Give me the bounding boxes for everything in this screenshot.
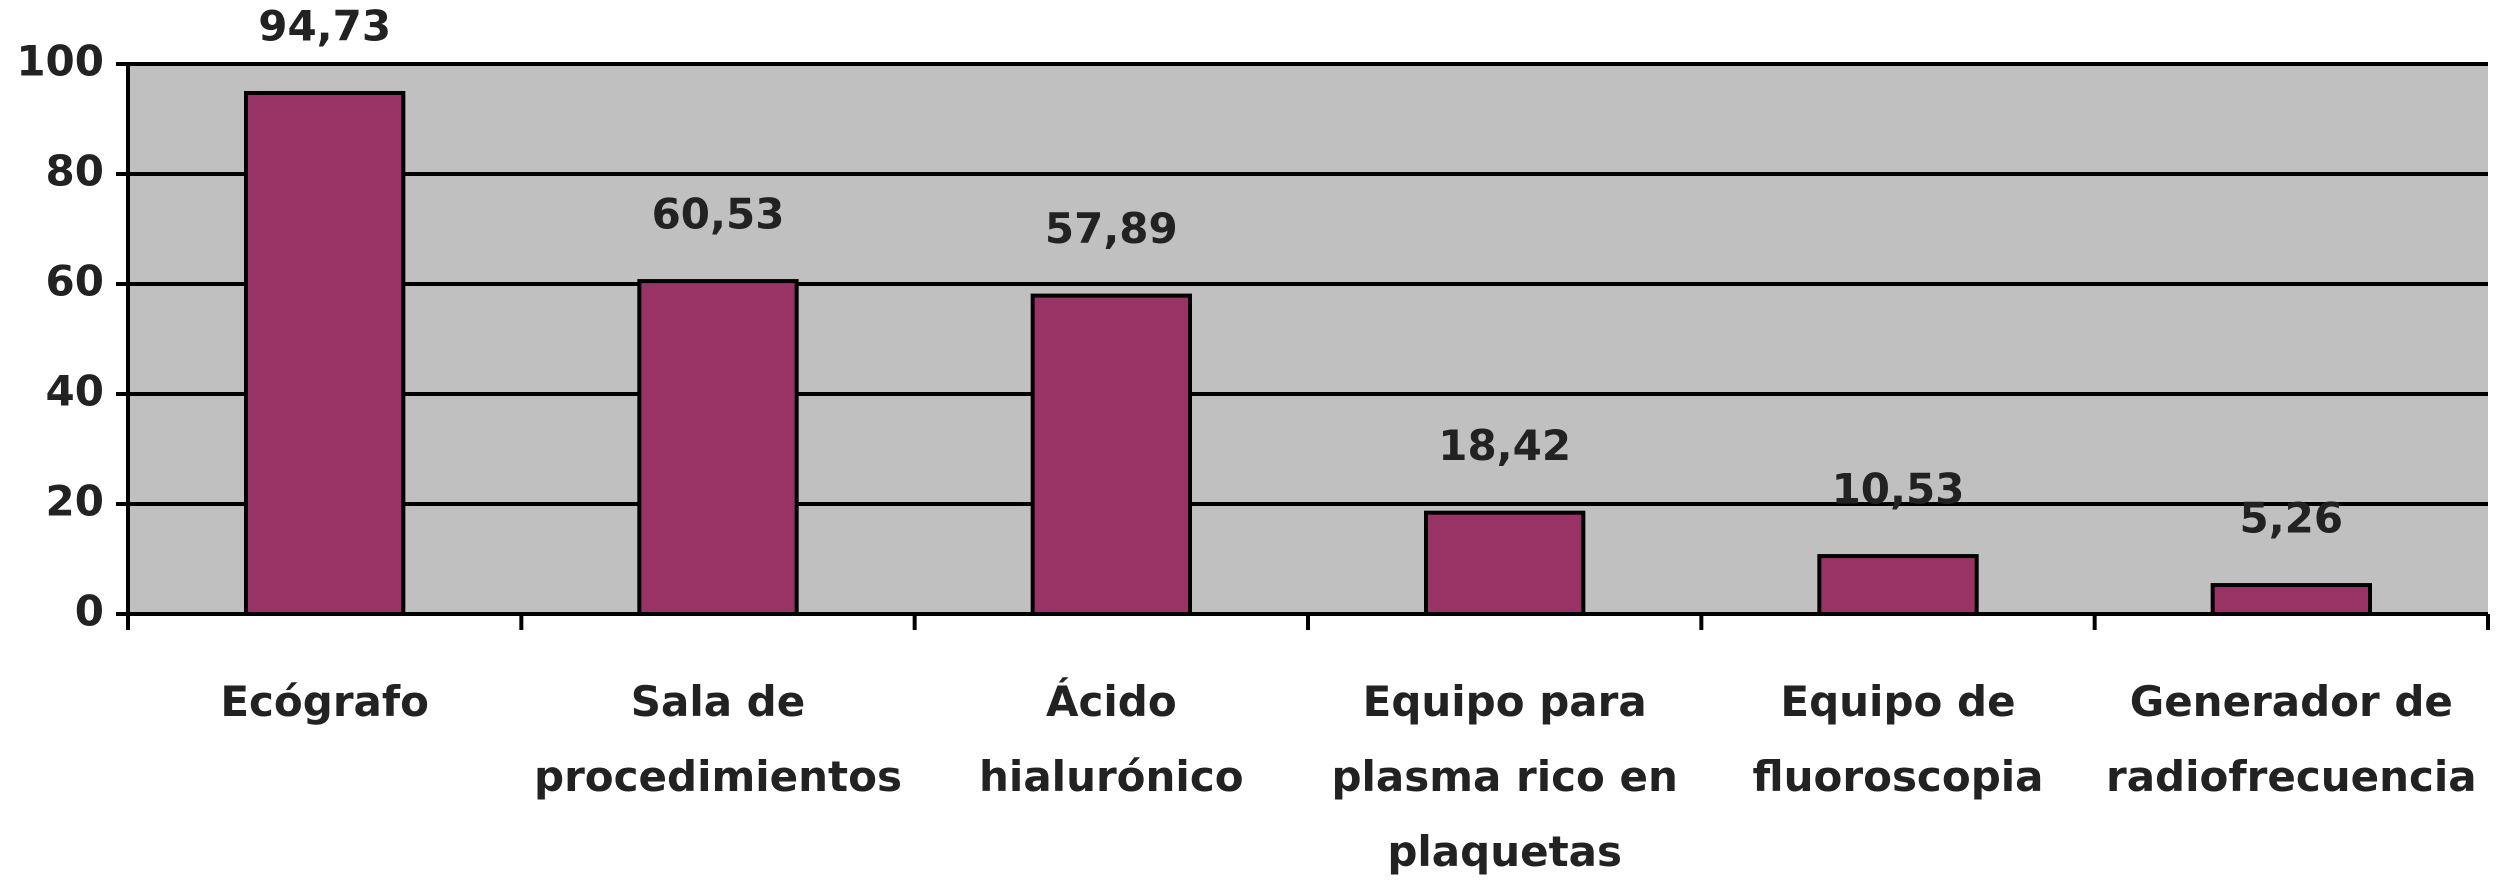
x-tick-label: Ácido hialurónico: [979, 677, 1244, 801]
bar: [1817, 554, 1979, 617]
y-tick-label: 20: [46, 477, 104, 526]
y-tick-label: 100: [16, 37, 104, 86]
value-label: 5,26: [2240, 494, 2344, 543]
value-label: 10,53: [1832, 465, 1965, 514]
value-label: 60,53: [652, 190, 785, 239]
x-tick-label: Equipo para plasma rico en plaquetas: [1331, 677, 1678, 876]
x-tick-label: Generador de radiofrecuencia: [2105, 677, 2477, 801]
bar: [1424, 510, 1586, 616]
value-label: 18,42: [1438, 421, 1571, 470]
plot-area: [128, 64, 2488, 614]
value-label: 57,89: [1045, 204, 1178, 253]
x-tick-label: Sala de procedimientos: [534, 677, 902, 801]
y-tick-label: 60: [46, 257, 104, 306]
bar: [637, 279, 799, 616]
y-tick-label: 40: [46, 367, 104, 416]
bar: [1030, 293, 1192, 616]
bar: [2210, 583, 2373, 617]
x-tick-label: Equipo de fluoroscopia: [1752, 677, 2044, 801]
bar: [244, 90, 406, 617]
y-tick-label: 80: [46, 147, 104, 196]
value-label: 94,73: [258, 1, 391, 50]
x-tick-label: Ecógrafo: [220, 677, 429, 726]
y-tick-label: 0: [75, 587, 104, 636]
